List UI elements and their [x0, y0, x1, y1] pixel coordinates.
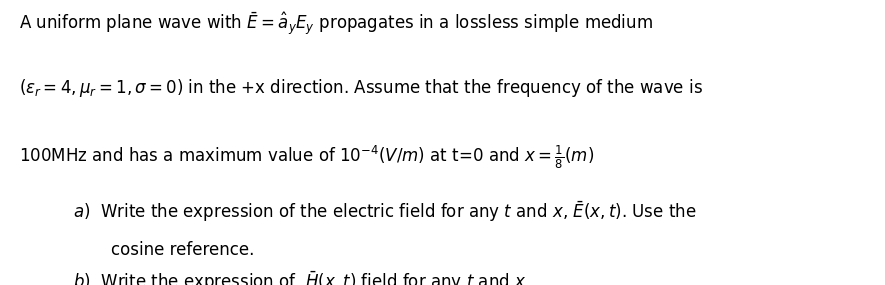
- Text: 100MHz and has a maximum value of $10^{-4}(V/m)$ at t=0 and $x = \frac{1}{8}(m)$: 100MHz and has a maximum value of $10^{-…: [19, 144, 595, 171]
- Text: cosine reference.: cosine reference.: [111, 241, 254, 259]
- Text: A uniform plane wave with $\bar{E}=\hat{a}_y E_y$ propagates in a lossless simpl: A uniform plane wave with $\bar{E}=\hat{…: [19, 10, 653, 37]
- Text: $b)$  Write the expression of  $\bar{H}(x,t)$ field for any $t$ and $x$,: $b)$ Write the expression of $\bar{H}(x,…: [73, 269, 529, 285]
- Text: $a)$  Write the expression of the electric field for any $t$ and $x$, $\bar{E}(x: $a)$ Write the expression of the electri…: [73, 200, 696, 224]
- Text: $(\varepsilon_r=4, \mu_r=1, \sigma=0)$ in the +x direction. Assume that the freq: $(\varepsilon_r=4, \mu_r=1, \sigma=0)$ i…: [19, 77, 704, 99]
